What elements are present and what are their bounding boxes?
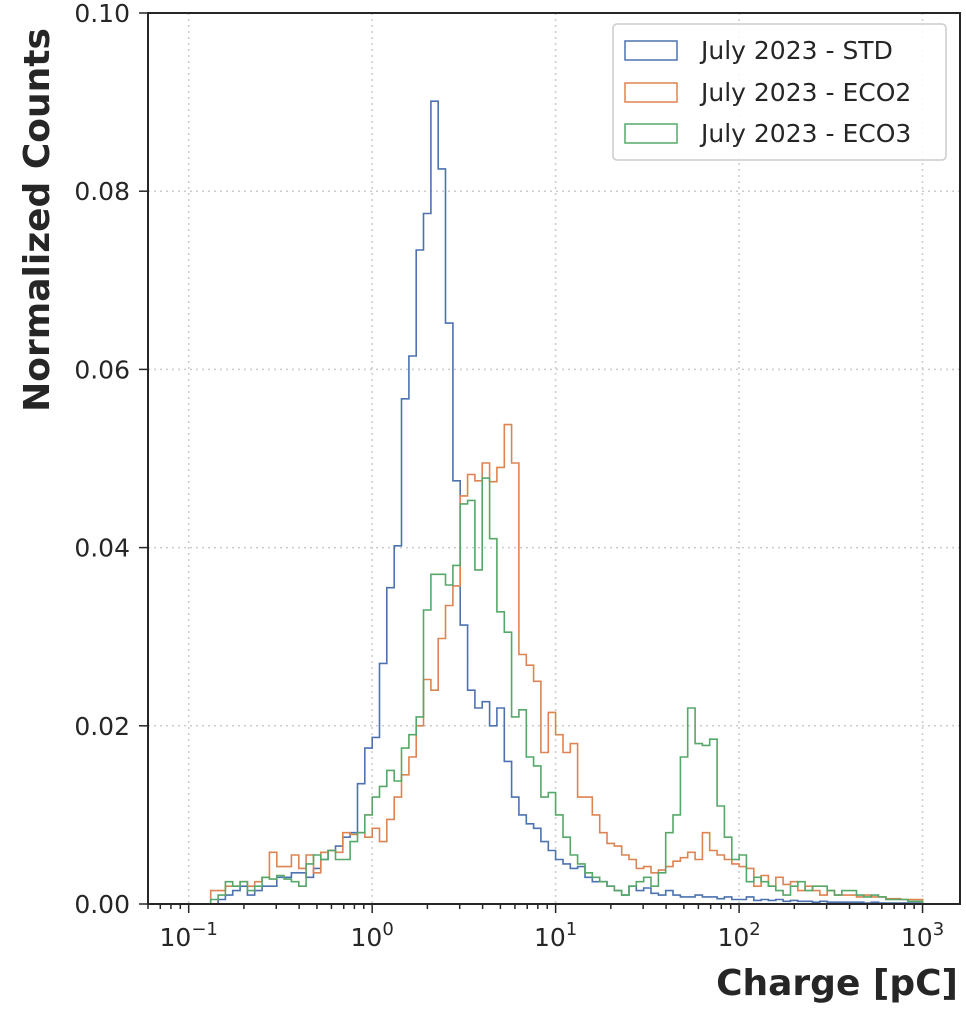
histogram-series-eco2 (188, 423, 924, 905)
y-axis-title: Normalized Counts (17, 28, 58, 412)
histogram-series-std (188, 100, 924, 905)
y-tick-label: 0.00 (74, 890, 130, 919)
legend: July 2023 - STD July 2023 - ECO2 July 20… (612, 23, 947, 161)
x-tick-label: 102 (717, 919, 760, 952)
x-axis-title: Charge [pC] (716, 963, 958, 1004)
grid-lines (148, 13, 960, 904)
legend-box (612, 23, 947, 161)
x-tick-label: 101 (534, 919, 577, 952)
legend-swatch-eco2 (624, 82, 678, 103)
y-tick-label: 0.08 (74, 177, 130, 206)
x-tick-labels: 10−1 100 101 102 103 (160, 919, 945, 952)
x-tick-label: 10−1 (160, 919, 218, 952)
legend-label-eco3: July 2023 - ECO3 (699, 119, 911, 148)
y-tick-label: 0.04 (74, 534, 130, 563)
y-tick-labels: 0.00 0.02 0.04 0.06 0.08 0.10 (74, 0, 130, 919)
histogram-series-eco3 (188, 477, 924, 905)
legend-label-eco2: July 2023 - ECO2 (699, 78, 911, 107)
legend-swatch-eco3 (624, 123, 678, 144)
axis-ticks (139, 12, 924, 913)
y-tick-label: 0.06 (74, 355, 130, 384)
legend-label-std: July 2023 - STD (699, 36, 893, 65)
legend-swatch-std (624, 40, 678, 61)
x-tick-label: 103 (901, 919, 944, 952)
histogram-series (188, 100, 924, 905)
y-tick-label: 0.10 (74, 0, 130, 28)
y-tick-label: 0.02 (74, 712, 130, 741)
plot-frame (147, 12, 961, 905)
x-tick-label: 100 (351, 919, 394, 952)
